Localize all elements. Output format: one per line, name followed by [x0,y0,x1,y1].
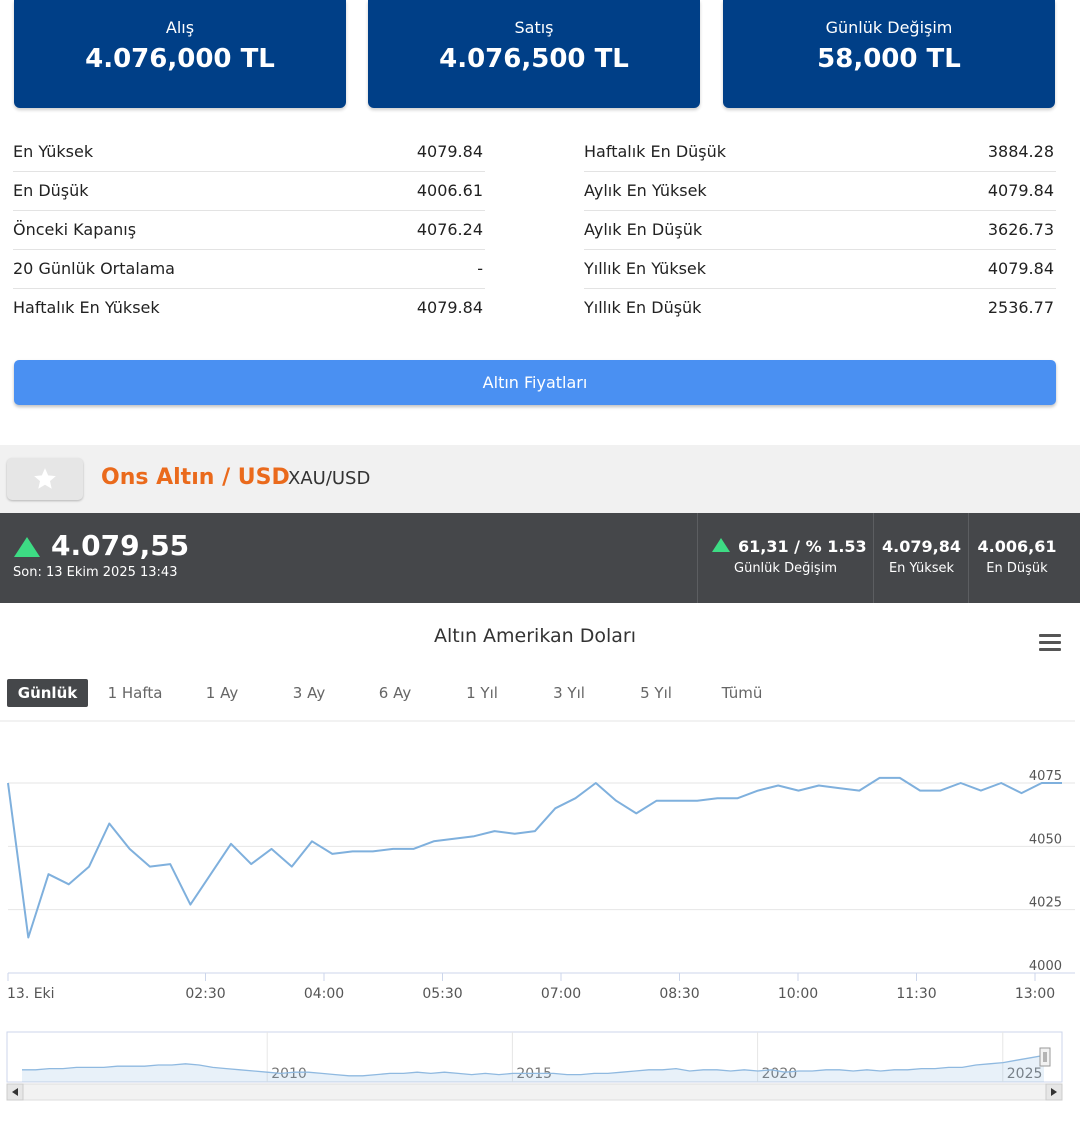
navigator-year-label: 2025 [1007,1066,1043,1082]
stat-label: Haftalık En Düşük [584,142,727,161]
x-tick-label: 13. Eki [7,986,55,1002]
daily-change-value-text: 61,31 / % 1.53 [738,537,867,556]
y-tick-label: 4050 [1029,832,1062,847]
price-line [7,776,1062,939]
stat-label: 20 Günlük Ortalama [13,259,175,278]
x-tick-label: 02:30 [185,986,225,1002]
chart-title: Altın Amerikan Doları [433,625,637,647]
buy-label: Alış [165,18,195,37]
stat-label: Yıllık En Yüksek [584,259,707,278]
daily-change-cell: 61,31 / % 1.53 Günlük Değişim [697,513,873,603]
stat-value: 4079.84 [987,259,1054,278]
sell-card: Satış 4.076,500 TL [368,0,700,108]
stat-label: En Düşük [13,181,89,200]
stats-right-column: Haftalık En Düşük 3884.28 Aylık En Yüksek… [584,133,1056,327]
stat-value: 3884.28 [987,142,1054,161]
stat-row: Önceki Kapanış 4076.24 [13,211,485,250]
x-tick-label: 07:00 [541,986,581,1002]
gold-prices-button[interactable]: Altın Fiyatları [14,360,1056,405]
stat-row: Aylık En Düşük 3626.73 [584,211,1056,250]
arrow-up-icon [14,537,40,557]
x-tick-label: 04:00 [304,986,344,1002]
sell-label: Satış [514,18,554,37]
range-all[interactable]: Tümü [721,684,763,702]
last-price: 4.079,55 [51,529,190,562]
quote-bar: 4.079,55 Son: 13 Ekim 2025 13:43 61,31 /… [0,513,1080,603]
low-cell: 4.006,61 En Düşük [968,513,1065,603]
daily-change-card: Günlük Değişim 58,000 TL [723,0,1055,108]
stat-row: Haftalık En Düşük 3884.28 [584,133,1056,172]
stat-value: 2536.77 [987,298,1054,317]
stat-row: Yıllık En Düşük 2536.77 [584,289,1056,327]
low-value: 4.006,61 [977,537,1057,556]
scroll-right-arrow-icon [1051,1088,1057,1096]
y-tick-label: 4025 [1029,896,1062,911]
stat-label: En Yüksek [13,142,94,161]
navigator-scrollbar[interactable] [6,1083,1063,1101]
arrow-up-small-icon [712,538,730,552]
navigator-line [22,1054,1045,1077]
navigator-handle[interactable] [1039,1047,1051,1067]
stat-row: En Düşük 4006.61 [13,172,485,211]
range-1-year[interactable]: 1 Yıl [466,684,498,702]
high-cell: 4.079,84 En Yüksek [873,513,969,603]
instrument-header: Ons Altın / USD XAU/USD [0,445,1080,513]
x-tick-label: 10:00 [778,986,818,1002]
stat-value: 4006.61 [416,181,483,200]
price-cards: Alış 4.076,000 TL Satış 4.076,500 TL Gün… [14,0,1056,108]
stat-value: 4079.84 [416,298,483,317]
stat-value: 4079.84 [416,142,483,161]
range-1-month[interactable]: 1 Ay [205,684,239,702]
hamburger-menu-icon[interactable] [1039,634,1061,652]
navigator-area [22,1055,1044,1082]
daily-change-caption: Günlük Değişim [734,561,837,576]
low-caption: En Düşük [986,561,1048,576]
stat-row: Haftalık En Yüksek 4079.84 [13,289,485,327]
range-3-years[interactable]: 3 Yıl [553,684,585,702]
x-tick-label: 11:30 [896,986,936,1002]
daily-change-label: Günlük Değişim [825,18,953,37]
instrument-title: Ons Altın / USD [101,465,290,490]
stat-value: - [477,259,483,278]
stat-row: En Yüksek 4079.84 [13,133,485,172]
range-1-week[interactable]: 1 Hafta [107,684,163,702]
buy-value: 4.076,000 TL [85,44,275,74]
stat-value: 4076.24 [416,220,483,239]
y-tick-label: 4075 [1029,769,1062,784]
daily-change-value: 58,000 TL [817,44,961,74]
stats-left-column: En Yüksek 4079.84 En Düşük 4006.61 Önceki … [13,133,485,327]
chart-navigator: 2010201520202025 [6,1031,1063,1101]
price-chart: 4000 4025 4050 4075 13. Eki 02:30 04:00 05:30 07… [0,720,1075,1002]
sell-value: 4.076,500 TL [439,44,629,74]
stat-row: Aylık En Yüksek 4079.84 [584,172,1056,211]
navigator-year-label: 2010 [271,1066,307,1082]
scroll-left-arrow-icon [12,1088,18,1096]
range-3-months[interactable]: 3 Ay [292,684,326,702]
x-tick-label: 13:00 [1015,986,1055,1002]
stat-label: Aylık En Düşük [584,220,703,239]
range-5-years[interactable]: 5 Yıl [640,684,672,702]
star-icon [34,468,56,489]
instrument-symbol: XAU/USD [288,468,371,489]
range-daily[interactable]: Günlük [7,679,88,707]
stat-label: Haftalık En Yüksek [13,298,160,317]
stat-label: Aylık En Yüksek [584,181,707,200]
stat-label: Önceki Kapanış [13,220,137,239]
buy-card: Alış 4.076,000 TL [14,0,346,108]
stat-value: 4079.84 [987,181,1054,200]
x-tick-label: 05:30 [422,986,462,1002]
range-6-months[interactable]: 6 Ay [378,684,412,702]
stat-row: 20 Günlük Ortalama - [13,250,485,289]
y-tick-label: 4000 [1029,959,1062,974]
x-tick-label: 08:30 [659,986,699,1002]
stat-label: Yıllık En Düşük [584,298,702,317]
high-caption: En Yüksek [888,561,955,576]
favorite-button[interactable] [7,458,83,500]
stat-value: 3626.73 [987,220,1054,239]
high-value: 4.079,84 [882,537,961,556]
last-update-time: Son: 13 Ekim 2025 13:43 [13,565,178,580]
stat-row: Yıllık En Yüksek 4079.84 [584,250,1056,289]
